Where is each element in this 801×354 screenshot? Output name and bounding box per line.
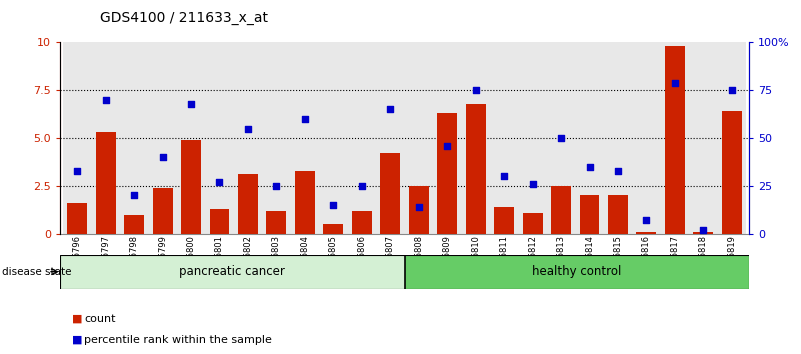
Bar (405, 42, 433, 234)
Bar (295, 171, 315, 234)
Bar (352, 211, 372, 234)
Bar (262, 42, 291, 234)
Point (356, 183, 368, 189)
Text: ■: ■ (72, 314, 83, 324)
Text: ■: ■ (72, 335, 83, 345)
Bar (60, 255, 405, 289)
Bar (210, 209, 229, 234)
Bar (604, 42, 632, 234)
Bar (433, 42, 461, 234)
Text: pancreatic cancer: pancreatic cancer (179, 265, 285, 278)
Bar (376, 42, 405, 234)
Text: percentile rank within the sample: percentile rank within the sample (84, 335, 272, 345)
Bar (319, 42, 348, 234)
Point (583, 164, 596, 170)
Bar (575, 42, 604, 234)
Bar (380, 153, 400, 234)
Bar (124, 215, 144, 234)
Bar (67, 203, 87, 234)
Bar (661, 42, 689, 234)
Bar (637, 232, 657, 234)
Bar (490, 42, 518, 234)
Bar (291, 42, 319, 234)
Bar (665, 46, 685, 234)
Bar (181, 140, 201, 234)
Bar (547, 42, 575, 234)
Text: count: count (84, 314, 115, 324)
Bar (461, 42, 490, 234)
Bar (152, 188, 172, 234)
Bar (465, 104, 485, 234)
Point (299, 116, 312, 122)
Point (526, 181, 539, 187)
Bar (580, 195, 599, 234)
Point (640, 217, 653, 223)
Bar (324, 224, 344, 234)
Point (497, 173, 510, 179)
Point (697, 227, 710, 233)
Bar (494, 207, 514, 234)
Bar (437, 113, 457, 234)
Bar (267, 211, 287, 234)
Point (184, 101, 197, 107)
Bar (177, 42, 205, 234)
Bar (608, 195, 628, 234)
Bar (722, 111, 742, 234)
Point (270, 183, 283, 189)
Bar (91, 42, 120, 234)
Point (99, 97, 112, 103)
Point (612, 168, 625, 173)
Point (242, 126, 255, 131)
Bar (63, 42, 91, 234)
Text: healthy control: healthy control (532, 265, 622, 278)
Bar (522, 213, 542, 234)
Point (213, 179, 226, 185)
Bar (405, 255, 749, 289)
Point (327, 202, 340, 208)
Point (70, 168, 83, 173)
Text: disease state: disease state (2, 267, 71, 277)
Bar (205, 42, 234, 234)
Bar (689, 42, 718, 234)
Point (554, 135, 567, 141)
Bar (95, 132, 115, 234)
Point (413, 204, 425, 210)
Bar (718, 42, 746, 234)
Point (441, 143, 453, 149)
Point (156, 154, 169, 160)
Bar (238, 175, 258, 234)
Point (384, 107, 396, 112)
Bar (148, 42, 177, 234)
Bar (234, 42, 262, 234)
Bar (518, 42, 547, 234)
Bar (120, 42, 148, 234)
Point (726, 87, 739, 93)
Text: GDS4100 / 211633_x_at: GDS4100 / 211633_x_at (100, 11, 268, 25)
Bar (632, 42, 661, 234)
Bar (409, 186, 429, 234)
Point (669, 80, 682, 85)
Bar (348, 42, 376, 234)
Bar (551, 186, 571, 234)
Point (127, 193, 140, 198)
Point (469, 87, 482, 93)
Bar (694, 232, 714, 234)
